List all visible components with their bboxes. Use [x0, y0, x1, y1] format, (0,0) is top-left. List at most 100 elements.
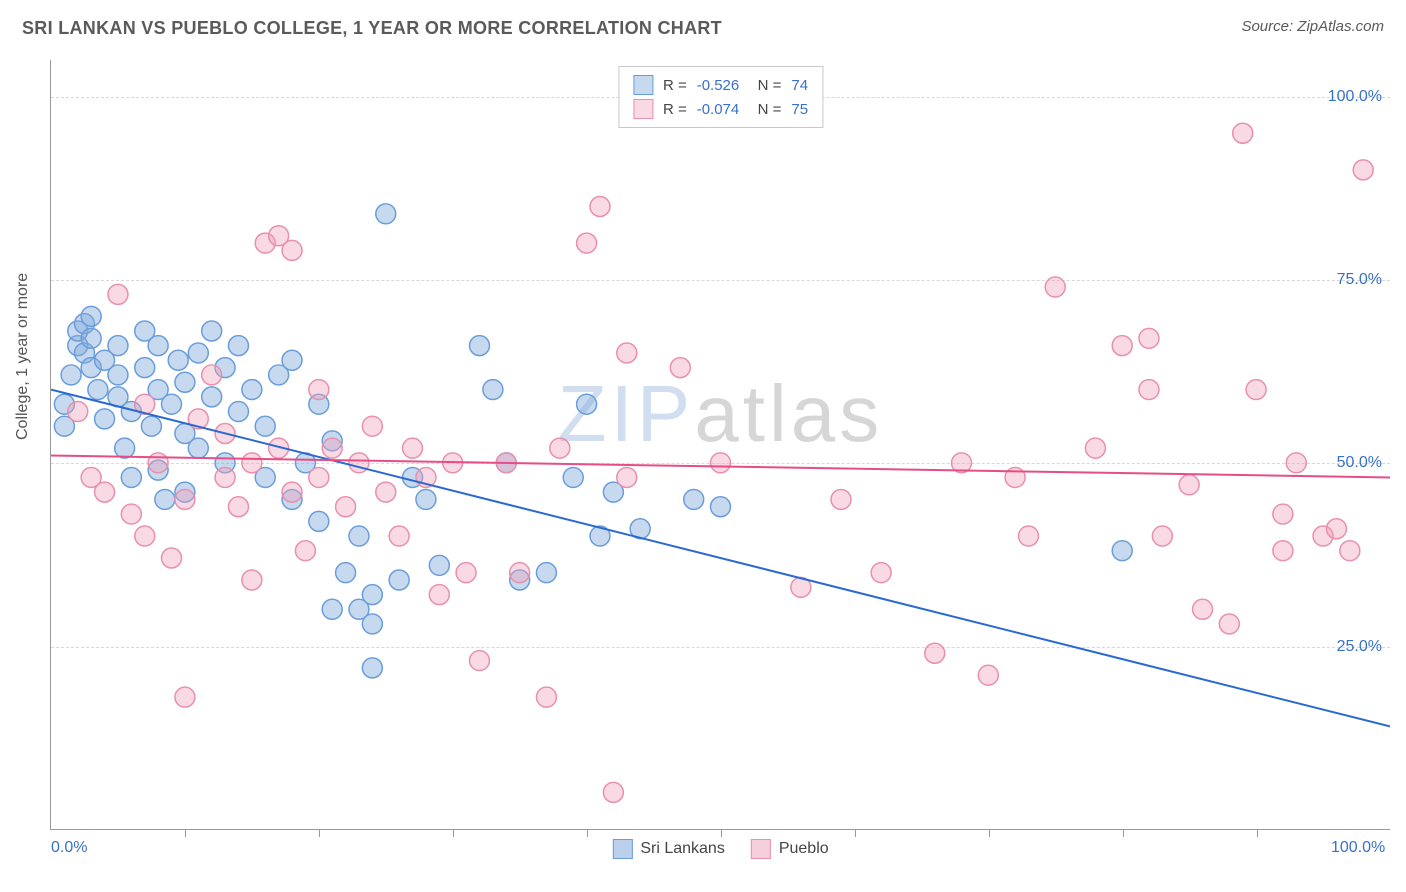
data-point	[577, 233, 597, 253]
data-point	[389, 526, 409, 546]
data-point	[336, 497, 356, 517]
data-point	[389, 570, 409, 590]
data-point	[1326, 519, 1346, 539]
data-point	[1045, 277, 1065, 297]
data-point	[242, 453, 262, 473]
data-point	[1152, 526, 1172, 546]
x-tick	[319, 829, 320, 837]
data-point	[309, 380, 329, 400]
data-point	[617, 467, 637, 487]
stat-n-label: N =	[749, 77, 781, 94]
data-point	[202, 365, 222, 385]
data-point	[536, 563, 556, 583]
stat-n-value: 75	[791, 101, 808, 118]
data-point	[1139, 380, 1159, 400]
data-point	[362, 614, 382, 634]
data-point	[175, 489, 195, 509]
data-point	[228, 336, 248, 356]
series-legend: Sri Lankans Pueblo	[612, 839, 828, 859]
data-point	[978, 665, 998, 685]
data-point	[1193, 599, 1213, 619]
data-point	[202, 387, 222, 407]
trend-line	[51, 390, 1390, 727]
data-point	[362, 416, 382, 436]
data-point	[121, 467, 141, 487]
data-point	[155, 489, 175, 509]
data-point	[925, 643, 945, 663]
data-point	[831, 489, 851, 509]
stat-r-value: -0.526	[697, 77, 740, 94]
x-tick-label: 0.0%	[51, 839, 87, 857]
data-point	[175, 687, 195, 707]
x-tick	[587, 829, 588, 837]
x-tick	[453, 829, 454, 837]
data-point	[108, 365, 128, 385]
data-point	[617, 343, 637, 363]
data-point	[1353, 160, 1373, 180]
data-point	[510, 563, 530, 583]
data-point	[670, 358, 690, 378]
data-point	[1112, 336, 1132, 356]
data-point	[550, 438, 570, 458]
data-point	[81, 306, 101, 326]
x-tick	[855, 829, 856, 837]
series-swatch	[633, 99, 653, 119]
data-point	[162, 394, 182, 414]
stat-r-label: R =	[663, 77, 687, 94]
source-attribution: Source: ZipAtlas.com	[1241, 18, 1384, 35]
data-point	[362, 585, 382, 605]
x-tick	[1257, 829, 1258, 837]
x-tick-label: 100.0%	[1331, 839, 1385, 857]
data-point	[403, 438, 423, 458]
data-point	[215, 467, 235, 487]
legend-swatch	[751, 839, 771, 859]
data-point	[1273, 541, 1293, 561]
data-point	[228, 402, 248, 422]
data-point	[81, 328, 101, 348]
x-tick	[185, 829, 186, 837]
y-axis-label: College, 1 year or more	[14, 273, 32, 440]
stat-r-label: R =	[663, 101, 687, 118]
data-point	[871, 563, 891, 583]
data-point	[309, 511, 329, 531]
data-point	[336, 563, 356, 583]
data-point	[175, 372, 195, 392]
x-tick	[989, 829, 990, 837]
data-point	[1340, 541, 1360, 561]
data-point	[148, 336, 168, 356]
data-point	[603, 782, 623, 802]
data-point	[1112, 541, 1132, 561]
data-point	[242, 570, 262, 590]
data-point	[188, 343, 208, 363]
legend-label: Sri Lankans	[640, 840, 725, 858]
data-point	[684, 489, 704, 509]
data-point	[121, 504, 141, 524]
legend-item: Sri Lankans	[612, 839, 725, 859]
data-point	[349, 526, 369, 546]
scatter-svg	[51, 60, 1390, 829]
data-point	[376, 204, 396, 224]
data-point	[135, 526, 155, 546]
stat-n-value: 74	[791, 77, 808, 94]
data-point	[376, 482, 396, 502]
data-point	[590, 196, 610, 216]
data-point	[1179, 475, 1199, 495]
data-point	[1273, 504, 1293, 524]
legend-swatch	[612, 839, 632, 859]
data-point	[429, 555, 449, 575]
legend-item: Pueblo	[751, 839, 829, 859]
stat-n-label: N =	[749, 101, 781, 118]
data-point	[68, 402, 88, 422]
data-point	[135, 358, 155, 378]
data-point	[1085, 438, 1105, 458]
data-point	[309, 467, 329, 487]
data-point	[1286, 453, 1306, 473]
data-point	[242, 380, 262, 400]
data-point	[1139, 328, 1159, 348]
data-point	[483, 380, 503, 400]
series-swatch	[633, 75, 653, 95]
data-point	[711, 453, 731, 473]
chart-title: SRI LANKAN VS PUEBLO COLLEGE, 1 YEAR OR …	[22, 18, 722, 39]
data-point	[1233, 123, 1253, 143]
data-point	[282, 240, 302, 260]
